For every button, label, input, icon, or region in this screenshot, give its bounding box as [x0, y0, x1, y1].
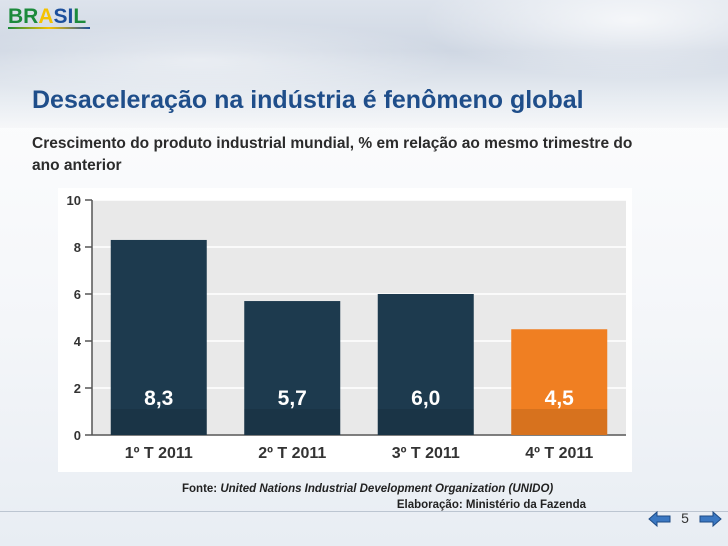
bar [110, 239, 207, 435]
bar [244, 301, 341, 435]
y-tick-label: 6 [74, 287, 81, 302]
source-organization: United Nations Industrial Development Or… [220, 483, 554, 495]
logo-letter: S [53, 5, 68, 28]
logo-underline [8, 27, 90, 29]
bar-value-label: 4,5 [545, 387, 575, 410]
source-note: Fonte: United Nations Industrial Develop… [182, 481, 586, 498]
right-arrow-icon [699, 510, 722, 528]
page-number: 5 [681, 510, 689, 526]
bar-shading [110, 409, 207, 435]
logo-letter: R [23, 5, 39, 28]
bar-chart: 0 2 4 6 8 10 8,3 1º T 2011 5,7 2º T 2011 6,0 3º T 2… [58, 188, 632, 472]
bar [511, 329, 608, 435]
logo-letter: B [8, 5, 24, 28]
logo-letter: L [73, 5, 87, 28]
bar-chart-svg: 0 2 4 6 8 10 8,3 1º T 2011 5,7 2º T 2011 6,0 3º T 2… [58, 188, 632, 472]
bar-shading [377, 409, 474, 435]
brasil-logo: BRASIL [8, 6, 86, 28]
left-arrow-icon [648, 510, 671, 528]
header-sheen [0, 20, 460, 100]
logo-letter: I [67, 5, 74, 28]
header-band [0, 0, 728, 128]
previous-slide-button[interactable] [648, 510, 672, 528]
source-label: Fonte: [182, 483, 218, 495]
y-tick-label: 8 [74, 240, 81, 255]
y-tick-label: 2 [74, 381, 81, 396]
bar [377, 294, 474, 435]
header-sheen [420, 0, 728, 80]
bar-shading [244, 409, 341, 435]
elaboration-note: Elaboração: Ministério da Fazenda [396, 499, 586, 511]
chart-subtitle: Crescimento do produto industrial mundia… [32, 135, 633, 174]
x-tick-label: 4º T 2011 [525, 445, 593, 462]
y-tick-label: 0 [74, 428, 81, 443]
x-tick-label: 2º T 2011 [258, 445, 326, 462]
x-tick-label: 1º T 2011 [125, 445, 193, 462]
x-tick-label: 3º T 2011 [392, 445, 460, 462]
logo-letter: A [38, 5, 54, 28]
y-tick-label: 10 [67, 193, 81, 208]
bar-value-label: 5,7 [278, 387, 307, 410]
next-slide-button[interactable] [698, 510, 722, 528]
page-title: Desaceleração na indústria é fenômeno gl… [32, 86, 584, 114]
y-tick-label: 4 [74, 334, 82, 349]
bar-value-label: 8,3 [144, 387, 173, 410]
bar-value-label: 6,0 [411, 387, 440, 410]
footer-divider [0, 511, 728, 512]
bar-shading [511, 409, 608, 435]
